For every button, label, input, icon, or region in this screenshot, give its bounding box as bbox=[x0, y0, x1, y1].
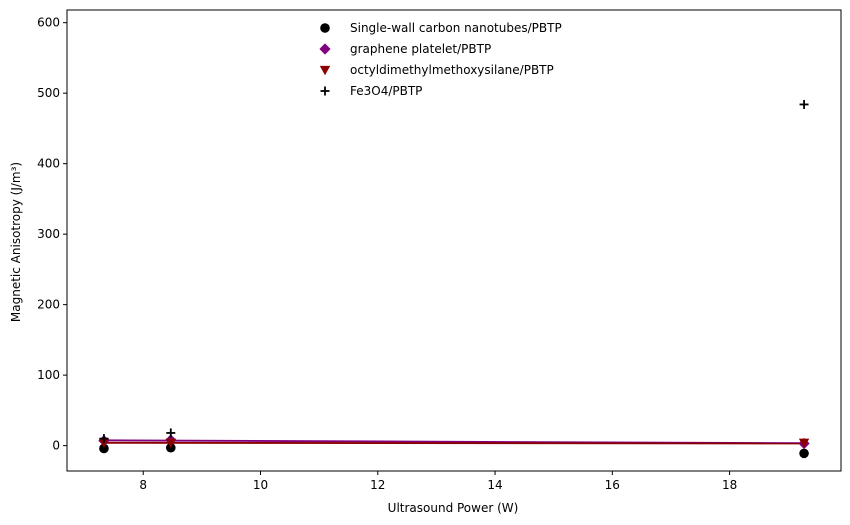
y-axis-label: Magnetic Anisotropy (J/m³) bbox=[9, 162, 23, 322]
data-point-series-3-0 bbox=[99, 434, 109, 444]
x-tick-label-0: 8 bbox=[139, 478, 147, 492]
axes-frame bbox=[66, 9, 842, 472]
x-tick-label-1: 10 bbox=[253, 478, 268, 492]
data-point-series-0-0 bbox=[99, 443, 109, 454]
y-tick-label-5: 500 bbox=[37, 86, 60, 100]
legend-marker-2 bbox=[319, 65, 331, 76]
x-axis-label: Ultrasound Power (W) bbox=[388, 501, 519, 515]
x-tick-label-5: 18 bbox=[722, 478, 737, 492]
data-point-series-2-0 bbox=[98, 438, 110, 449]
legend-marker-0 bbox=[320, 23, 330, 33]
legend-label-0: Single-wall carbon nanotubes/PBTP bbox=[350, 21, 562, 35]
legend: Single-wall carbon nanotubes/PBTP graphen… bbox=[319, 21, 562, 98]
plot-area bbox=[98, 99, 810, 459]
y-tick-label-1: 100 bbox=[37, 368, 60, 382]
y-tick-label-0: 0 bbox=[52, 439, 60, 453]
axes: 8 10 12 14 16 18 0 100 200 300 400 500 600 bbox=[37, 9, 842, 492]
x-tick-label-3: 14 bbox=[487, 478, 502, 492]
data-point-series-2-2 bbox=[798, 438, 810, 449]
data-point-series-0-2 bbox=[799, 448, 809, 459]
y-tick-label-2: 200 bbox=[37, 298, 60, 312]
fit-line-series-2 bbox=[103, 441, 805, 445]
legend-label-3: Fe3O4/PBTP bbox=[350, 84, 422, 98]
legend-label-2: octyldimethylmethoxysilane/PBTP bbox=[350, 63, 554, 77]
legend-marker-1 bbox=[319, 43, 331, 55]
legend-label-1: graphene platelet/PBTP bbox=[350, 42, 491, 56]
data-point-series-2-1 bbox=[165, 438, 176, 449]
x-tick-label-2: 12 bbox=[370, 478, 385, 492]
y-tick-label-3: 300 bbox=[37, 227, 60, 241]
y-tick-label-4: 400 bbox=[37, 157, 60, 171]
data-point-series-3-1 bbox=[166, 428, 176, 438]
data-point-series-3-2 bbox=[799, 99, 809, 109]
y-tick-label-6: 600 bbox=[37, 16, 60, 30]
x-tick-label-4: 16 bbox=[605, 478, 620, 492]
legend-marker-3 bbox=[320, 86, 330, 96]
